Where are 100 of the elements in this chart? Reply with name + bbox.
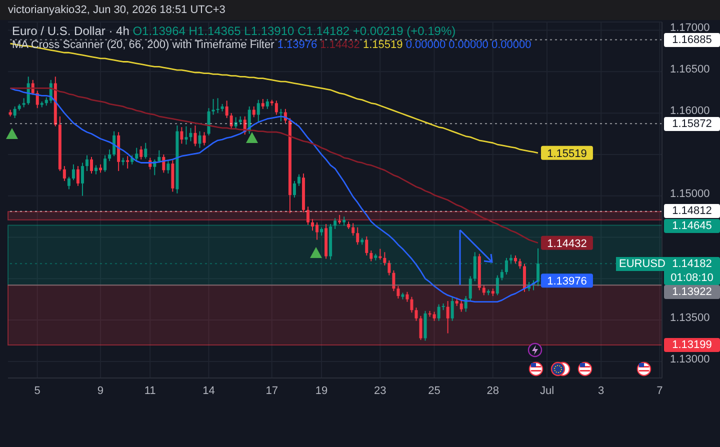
candlestick [126,156,130,170]
candlestick [334,218,337,230]
y-tick-label: 1.16500 [670,64,710,76]
candlestick [496,274,499,296]
chart-title: Euro / U.S. Dollar · 4h [12,24,130,38]
candlestick [194,124,197,147]
candlestick [306,206,310,226]
candlestick [67,176,70,190]
candlestick [342,216,346,226]
candlestick [108,149,112,162]
candlestick [432,311,436,322]
candlestick [166,160,170,174]
candlestick [13,106,16,119]
candlestick [76,166,80,186]
y-tick-label: 1.13000 [670,353,710,366]
candlestick [202,132,206,146]
text: 1.15519 [362,39,403,51]
annotation: 0.00000 0.00000 0.00000 [406,39,532,51]
candlestick [198,130,202,148]
candlestick [473,252,476,282]
candlestick [378,248,382,260]
x-tick-label: Jul [540,384,554,397]
candlestick [216,98,220,114]
candlestick [518,258,522,270]
candlestick [189,127,192,142]
candlestick [158,150,161,164]
y-tick-label: 1.17000 [670,22,710,34]
candlestick [383,252,386,266]
candlestick [207,108,210,136]
candlestick [419,315,422,340]
ref-line-label: 1.14812 [664,204,720,218]
candlestick [437,304,440,322]
candlestick [184,126,188,146]
candlestick [135,147,138,162]
x-tick-label: 19 [315,384,328,397]
candlestick [22,98,26,108]
ref-line-label: 1.13922 [664,285,720,300]
candlestick [62,166,66,182]
candlestick [292,180,296,198]
candlestick [297,174,300,186]
candlestick [212,98,215,116]
x-tick-label: 9 [97,384,104,397]
candlestick [85,154,88,172]
candlestick [536,248,540,287]
candlestick [356,226,360,246]
candlestick [450,296,454,322]
chart-subtitle: victorianyakio32, Jun 30, 2026 18:51 UTC+3 [0,0,720,20]
candlestick [234,116,238,130]
candlestick [140,146,143,160]
data-label: 1.15519 [547,148,587,160]
band-label: 1.14645 [664,219,720,234]
y-tick-label: 1.15000 [670,188,710,200]
band-label: 1.13199 [664,338,720,352]
candlestick [388,260,391,276]
candlestick [112,130,116,157]
text: 1.13976 [277,39,318,51]
candlestick [500,269,504,281]
y-tick-label: 1.16000 [670,104,710,117]
x-tick-label: 11 [144,384,156,397]
annotation: O1.13964 H1.14365 L1.13910 C1.14182 +0.00219 (+0.19%) [132,24,456,38]
candlestick [180,126,184,144]
candlestick [225,100,228,119]
candlestick [230,112,233,130]
candlestick [90,156,93,174]
candlestick [504,257,508,276]
candlestick [392,270,396,292]
candlestick [365,236,368,256]
x-tick-label: 5 [34,384,40,397]
x-tick-label: 14 [202,384,215,397]
candlestick [256,99,260,123]
candlestick [482,284,486,296]
x-tick-label: 3 [598,384,604,397]
x-tick-label: 23 [374,384,386,397]
data-label: 1.13976 [547,276,587,288]
candlestick [252,106,256,118]
candlestick [274,100,278,116]
text: 1.14432 [320,39,360,51]
y-tick-label: 1.13500 [670,312,710,324]
candlestick [396,286,400,300]
candlestick [80,162,84,196]
x-tick-label: 25 [428,384,440,397]
candlestick [460,300,463,312]
candlestick [261,98,264,110]
candlestick [104,154,107,172]
candlestick [410,296,414,314]
candlestick [406,291,409,302]
ref-line-label: 1.14182 [671,256,713,271]
candlestick [266,98,269,110]
candlestick [414,307,418,322]
candlestick [94,164,98,175]
candlestick [311,218,314,232]
annotation: EURUSD [616,256,668,271]
candlestick [338,214,342,225]
data-label: 1.14432 [547,238,587,250]
ref-line-label: 1.16885 [664,32,720,47]
x-tick-label: 17 [266,384,278,397]
candlestick [446,300,450,334]
candlestick [279,108,282,122]
candlestick [370,250,373,262]
candlestick [144,142,148,160]
